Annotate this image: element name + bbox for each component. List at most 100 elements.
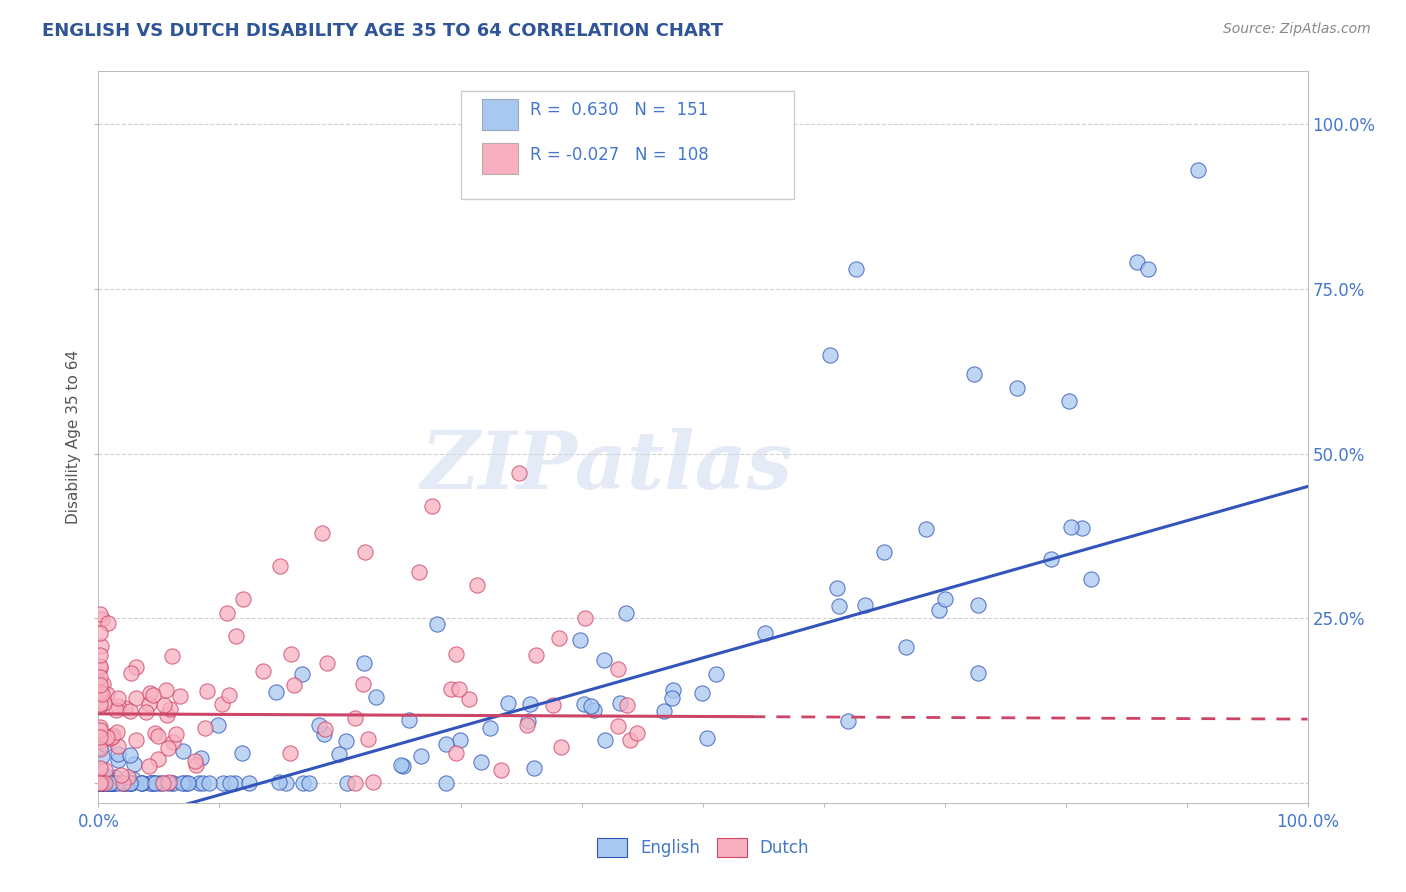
Point [89, 733, 111, 747]
Point [93, 696, 115, 710]
Point [94, 776, 117, 790]
Point [626, 726, 648, 740]
Point [1070, 521, 1092, 535]
Point [107, 690, 129, 705]
Point [131, 776, 153, 790]
Point [609, 696, 631, 710]
Point [298, 776, 321, 790]
Point [89, 742, 111, 756]
Point [593, 732, 616, 747]
Point [184, 758, 207, 772]
Point [361, 774, 384, 789]
Point [89, 776, 111, 790]
Point [94, 737, 117, 751]
Point [458, 692, 481, 706]
Point [100, 776, 122, 790]
Point [446, 647, 468, 661]
Point [389, 757, 412, 772]
Point [606, 662, 628, 676]
Point [661, 691, 683, 706]
Point [165, 727, 187, 741]
Point [283, 678, 305, 692]
Point [105, 776, 128, 790]
Point [1126, 255, 1149, 269]
Point [232, 591, 254, 606]
Point [614, 606, 637, 620]
Point [574, 611, 596, 625]
Point [107, 753, 129, 767]
Point [152, 698, 174, 713]
Point [110, 767, 132, 781]
Point [89, 658, 111, 673]
Point [267, 774, 290, 789]
Point [90, 776, 112, 790]
Legend: English, Dutch: English, Dutch [591, 831, 815, 864]
Point [96, 730, 118, 744]
Point [191, 776, 214, 790]
Point [89, 776, 111, 790]
Point [519, 697, 541, 711]
Point [652, 704, 675, 718]
Point [89, 776, 111, 790]
Point [89, 697, 111, 711]
Point [91, 776, 114, 790]
Point [107, 739, 129, 753]
Point [169, 689, 191, 703]
Point [1137, 262, 1160, 277]
Point [117, 770, 139, 784]
Point [89, 776, 111, 790]
Point [114, 700, 136, 714]
Point [176, 776, 198, 790]
Point [426, 617, 449, 632]
Point [142, 776, 165, 790]
Point [266, 685, 288, 699]
Text: R =  0.630   N =  151: R = 0.630 N = 151 [530, 102, 709, 120]
Point [98, 776, 121, 790]
Point [98, 731, 121, 746]
Point [89, 776, 111, 790]
Point [120, 776, 142, 790]
Point [704, 667, 727, 681]
Point [967, 665, 990, 680]
Point [103, 776, 125, 790]
Point [105, 725, 128, 739]
Point [157, 741, 180, 756]
Point [89, 775, 111, 789]
Point [101, 731, 124, 745]
Point [138, 758, 160, 772]
Point [89, 740, 111, 755]
Point [89, 685, 111, 699]
Point [217, 606, 239, 620]
Point [89, 776, 111, 790]
Point [690, 685, 713, 699]
Point [291, 776, 314, 790]
Point [225, 629, 247, 643]
Point [90, 776, 112, 790]
Point [194, 721, 217, 735]
Point [1040, 552, 1063, 566]
Point [124, 690, 146, 705]
FancyBboxPatch shape [482, 99, 517, 130]
Point [1187, 163, 1209, 178]
Point [422, 500, 444, 514]
Point [218, 688, 240, 702]
Point [550, 739, 572, 754]
Point [934, 591, 956, 606]
Point [148, 776, 170, 790]
Point [138, 698, 160, 712]
Point [616, 698, 638, 712]
Point [524, 648, 547, 663]
Point [754, 625, 776, 640]
Point [523, 761, 546, 775]
Point [89, 776, 111, 790]
Point [120, 705, 142, 719]
Point [135, 705, 157, 719]
Point [183, 754, 205, 768]
Point [159, 702, 181, 716]
Point [312, 726, 335, 740]
Point [93, 772, 115, 786]
Point [343, 711, 366, 725]
Point [142, 689, 165, 703]
Point [364, 690, 387, 704]
Point [96, 687, 118, 701]
